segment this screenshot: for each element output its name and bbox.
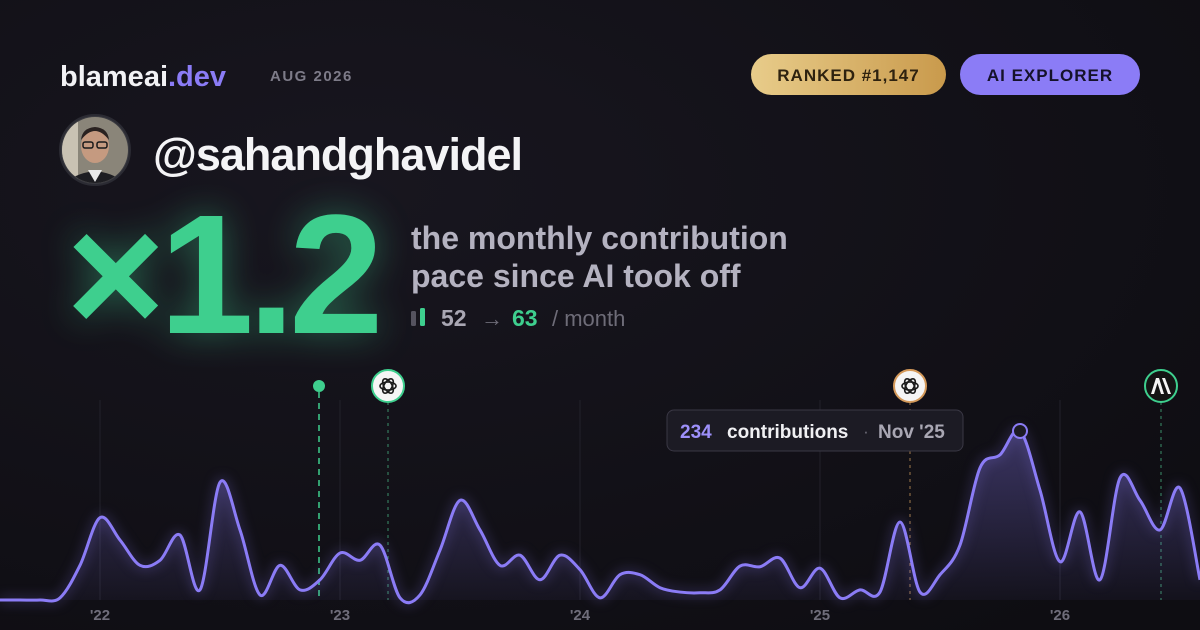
date: AUG 2026 [270,68,353,85]
pace-icon [411,311,416,326]
multiplier: ×1.2 [66,180,378,370]
openai-icon [371,369,405,403]
username: @sahandghavidel [153,129,522,180]
description-line: the monthly contribution [411,220,788,256]
pace-before: 52 [441,305,467,331]
pace-arrow: → [481,306,503,331]
brand-name: blameai [60,61,168,93]
event-dot [313,380,325,392]
brand: blameai.dev [60,61,226,93]
openai-icon [893,369,927,403]
tooltip: 234 contributions · Nov '25 [666,409,964,452]
pace-unit: / month [552,306,625,331]
tooltip-separator: · [863,422,869,441]
avatar [59,114,131,186]
x-tick-label: '24 [570,607,591,624]
x-tick-label: '22 [90,607,110,624]
brand-suffix: .dev [168,61,226,93]
description-line: pace since AI took off [411,258,741,294]
tooltip-date: Nov '25 [878,422,945,443]
rank-badge [751,54,946,95]
rank-badge-text: RANKED #1,147 [777,66,919,85]
tier-badge [960,54,1140,95]
area [0,430,1200,603]
event-markers [313,369,1178,600]
pace-after: 63 [512,305,538,331]
pace-icon [420,308,425,326]
x-tick-label: '23 [330,607,350,624]
plot [0,423,1200,605]
x-tick-label: '26 [1050,607,1070,624]
anthropic-icon [1144,369,1178,403]
tooltip-value: 234 [680,422,712,443]
x-tick-label: '25 [810,607,830,624]
tooltip-label: contributions [727,422,848,443]
tier-badge-text: AI EXPLORER [987,66,1113,85]
tooltip-box [666,409,964,452]
highlight-point [1012,423,1028,439]
